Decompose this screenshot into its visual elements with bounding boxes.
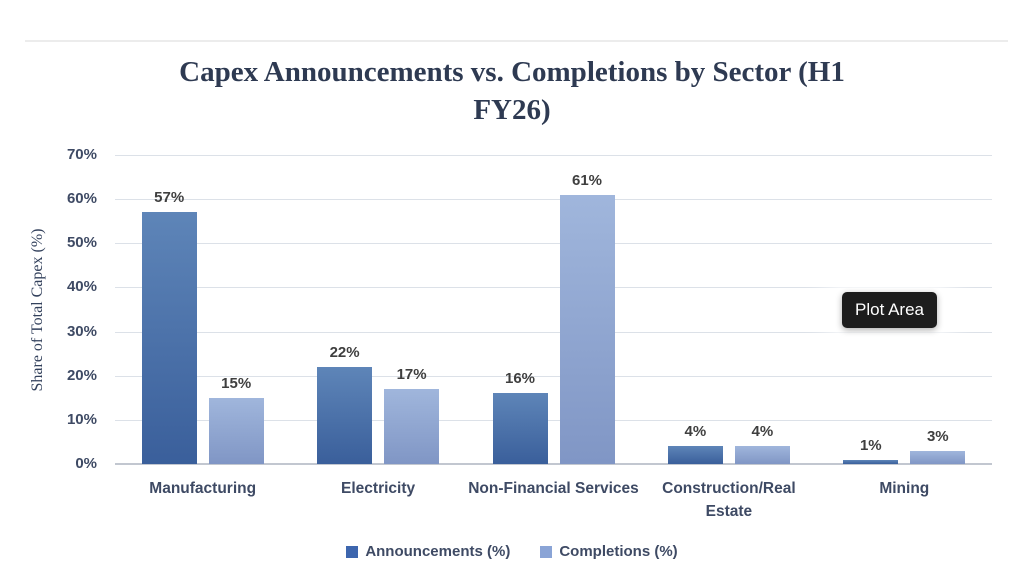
legend-label: Announcements (%) bbox=[365, 543, 511, 560]
gridline-10 bbox=[115, 419, 992, 421]
gridline-20 bbox=[115, 375, 992, 377]
data-label-announcements-non-financial-services: 16% bbox=[504, 370, 536, 388]
bar-announcements-construction-real-estate[interactable] bbox=[667, 446, 723, 464]
data-label-completions-electricity: 17% bbox=[396, 365, 427, 383]
data-label-announcements-construction-real-estate: 4% bbox=[684, 423, 707, 441]
legend-swatch-icon bbox=[540, 545, 553, 558]
gridline-40 bbox=[115, 287, 992, 289]
chart-title[interactable]: Capex Announcements vs. Completions by S… bbox=[179, 56, 845, 126]
legend-label: Completions (%) bbox=[559, 543, 678, 560]
bar-announcements-electricity[interactable] bbox=[317, 366, 373, 464]
data-label-announcements-manufacturing: 57% bbox=[154, 189, 185, 207]
y-tick-label-0: 0% bbox=[75, 455, 97, 472]
x-axis-line bbox=[115, 463, 992, 465]
y-tick-label-30: 30% bbox=[66, 322, 97, 340]
x-category-label-manufacturing: Manufacturing bbox=[149, 480, 257, 497]
legend-swatch-icon bbox=[346, 545, 359, 558]
legend-item-completions[interactable]: Completions (%) bbox=[540, 543, 678, 560]
bar-announcements-non-financial-services[interactable] bbox=[492, 393, 548, 464]
y-tick-label-20: 20% bbox=[66, 366, 97, 384]
bar-completions-construction-real-estate[interactable] bbox=[734, 446, 790, 464]
x-category-label-electricity: Electricity bbox=[341, 480, 416, 497]
y-tick-label-60: 60% bbox=[66, 190, 97, 208]
bar-announcements-mining[interactable] bbox=[843, 459, 899, 464]
gridline-50 bbox=[115, 243, 992, 245]
legend: Announcements (%) Completions (%) bbox=[0, 543, 1024, 560]
plot-area[interactable]: 57% 15% 22% 17% 16% 61% 4% 4% 1% 3% bbox=[115, 155, 992, 465]
plot-area-tooltip: Plot Area bbox=[842, 292, 937, 328]
gridline-70 bbox=[115, 155, 992, 156]
x-category-label-non-financial-services: Non-Financial Services bbox=[468, 480, 639, 497]
gridline-60 bbox=[115, 199, 992, 201]
bar-completions-manufacturing[interactable] bbox=[208, 397, 264, 464]
data-label-completions-mining: 3% bbox=[926, 427, 949, 445]
bar-completions-mining[interactable] bbox=[910, 450, 966, 464]
legend-item-announcements[interactable]: Announcements (%) bbox=[346, 543, 510, 560]
data-label-completions-non-financial-services: 61% bbox=[571, 171, 603, 189]
data-label-completions-manufacturing: 15% bbox=[221, 374, 252, 392]
bar-announcements-manufacturing[interactable] bbox=[141, 212, 197, 464]
top-divider-line bbox=[25, 40, 1008, 42]
y-tick-label-70: 70% bbox=[66, 146, 97, 163]
gridline-30 bbox=[115, 331, 992, 333]
data-label-announcements-mining: 1% bbox=[859, 436, 882, 454]
x-category-label-construction-real-estate: Construction/Real Estate bbox=[662, 480, 796, 520]
bar-completions-electricity[interactable] bbox=[384, 388, 440, 464]
x-category-label-mining: Mining bbox=[879, 480, 930, 497]
y-tick-label-50: 50% bbox=[66, 234, 97, 252]
y-tick-label-10: 10% bbox=[66, 410, 97, 428]
data-label-announcements-electricity: 22% bbox=[329, 343, 360, 361]
data-label-completions-construction-real-estate: 4% bbox=[751, 423, 774, 441]
y-tick-label-40: 40% bbox=[66, 278, 97, 296]
bar-completions-non-financial-services[interactable] bbox=[559, 194, 615, 464]
